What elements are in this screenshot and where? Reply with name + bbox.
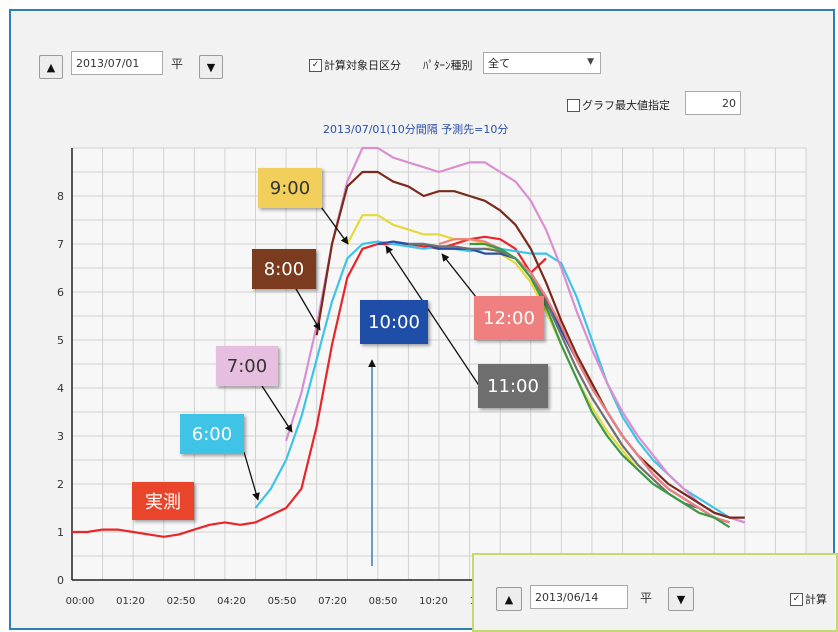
second-panel: ▲ 2013/06/14 平 ▼ ✓ 計算 (472, 553, 838, 632)
y-tick-label: 4 (57, 382, 64, 395)
callout-arrow (243, 451, 260, 501)
graph-max-input[interactable]: 20 (685, 91, 741, 115)
x-tick-label: 02:50 (167, 596, 196, 607)
series-line (438, 238, 730, 524)
y-tick-label: 6 (57, 286, 64, 299)
day-type-label: 平 (171, 57, 184, 71)
pattern-select[interactable]: 全て ▼ (483, 52, 601, 74)
series-line (285, 146, 746, 524)
graph-max-checkbox[interactable]: グラフ最大値指定 (567, 97, 670, 113)
chart-grid (71, 147, 807, 581)
series-line (315, 170, 745, 519)
series-line (469, 242, 731, 529)
x-tick-label: 08:50 (369, 596, 398, 607)
x-tick-label: 07:20 (318, 596, 347, 607)
callout-12: 12:00 (474, 296, 544, 340)
callout-arrow (291, 281, 321, 331)
checkbox-checked-icon: ✓ (790, 592, 803, 606)
checkbox-checked-icon: ✓ (309, 58, 322, 72)
x-tick-label: 10:20 (419, 596, 448, 607)
calc-target-label: 計算対象日区分 (324, 59, 401, 72)
chevron-down-icon: ▼ (587, 57, 594, 67)
chart-series (72, 146, 746, 538)
x-tick-label: 04:20 (217, 596, 246, 607)
date-up-button[interactable]: ▲ (39, 55, 63, 79)
callout-10: 10:00 (360, 300, 428, 344)
checkbox-empty-icon (567, 98, 580, 112)
x-tick-label: 00:00 (66, 596, 95, 607)
y-tick-label: 8 (57, 190, 64, 203)
x-tick-label: 05:50 (268, 596, 297, 607)
y-tick-label: 5 (57, 334, 64, 347)
inset-day-type: 平 (640, 591, 653, 605)
y-tick-label: 2 (57, 478, 64, 491)
x-tick-label: 01:20 (116, 596, 145, 607)
callout-arrows (243, 199, 511, 566)
inset-calc-checkbox[interactable]: ✓ 計算 (790, 591, 827, 607)
pattern-value: 全て (488, 57, 510, 70)
callout-6: 6:00 (180, 414, 244, 454)
callout-7: 7:00 (216, 346, 278, 386)
graph-max-label: グラフ最大値指定 (582, 99, 670, 112)
calc-target-checkbox[interactable]: ✓ 計算対象日区分 (309, 57, 401, 73)
y-tick-label: 3 (57, 430, 64, 443)
date-field[interactable]: 2013/07/01 (71, 51, 163, 75)
callout-arrow (385, 245, 491, 403)
callout-11: 11:00 (478, 364, 548, 408)
pattern-label: ﾊﾟﾀｰﾝ種別 (423, 59, 473, 72)
y-tick-label: 1 (57, 526, 64, 539)
inset-calc-label: 計算 (805, 593, 827, 606)
chart-title: 2013/07/01(10分間隔 予測先=10分 (323, 123, 509, 136)
callout-arrow (261, 385, 293, 433)
date-down-button[interactable]: ▼ (199, 55, 223, 79)
inset-up-button[interactable]: ▲ (496, 587, 522, 611)
y-tick-label: 7 (57, 238, 64, 251)
callout-8: 8:00 (252, 249, 316, 289)
inset-date-field[interactable]: 2013/06/14 (530, 585, 628, 609)
inset-down-button[interactable]: ▼ (668, 587, 694, 611)
y-tick-label: 0 (57, 574, 64, 587)
callout-actual: 実測 (132, 482, 194, 520)
callout-9: 9:00 (258, 168, 322, 208)
